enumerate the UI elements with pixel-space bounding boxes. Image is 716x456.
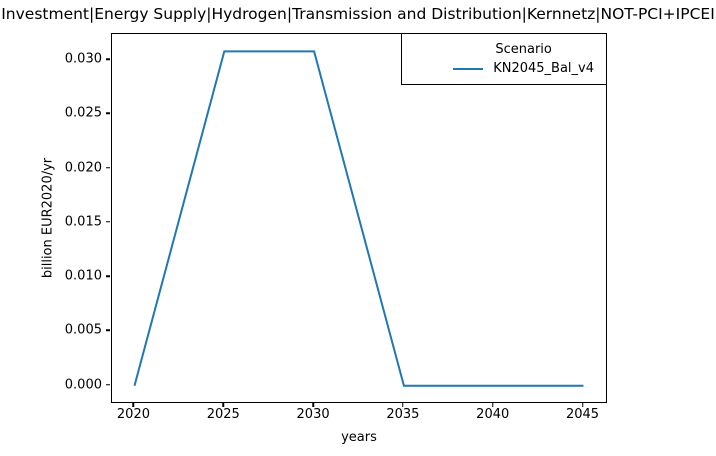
x-tick-mark bbox=[222, 403, 225, 407]
y-tick-label: 0.015 bbox=[64, 214, 102, 230]
y-tick-label: 0.020 bbox=[64, 160, 102, 176]
x-tick-mark bbox=[491, 403, 494, 407]
x-tick-mark bbox=[312, 403, 314, 407]
legend-line-swatch bbox=[453, 67, 484, 70]
legend-entry: KN2045_Bal_v4 bbox=[453, 61, 594, 76]
legend: Scenario KN2045_Bal_v4 bbox=[401, 33, 607, 85]
plot-canvas bbox=[133, 50, 584, 387]
x-tick-label: 2030 bbox=[296, 407, 330, 422]
y-tick-mark bbox=[106, 112, 110, 115]
plot-area bbox=[111, 33, 607, 403]
x-axis-label: years bbox=[341, 430, 377, 445]
x-tick-label: 2045 bbox=[565, 407, 600, 422]
series-line bbox=[133, 50, 584, 387]
legend-title: Scenario bbox=[495, 42, 552, 57]
x-tick-mark bbox=[132, 403, 135, 407]
y-tick-label: 0.000 bbox=[64, 377, 102, 393]
x-tick-mark bbox=[402, 403, 404, 407]
legend-content: Scenario KN2045_Bal_v4 bbox=[453, 42, 594, 76]
x-tick-label: 2020 bbox=[116, 407, 150, 422]
y-tick-mark bbox=[106, 383, 110, 386]
x-tick-label: 2040 bbox=[476, 407, 510, 422]
x-tick-label: 2025 bbox=[206, 407, 240, 422]
chart-title: Investment|Energy Supply|Hydrogen|Transm… bbox=[1, 5, 715, 23]
x-tick-mark bbox=[581, 403, 584, 407]
x-tick-label: 2035 bbox=[386, 407, 420, 422]
y-tick-label: 0.010 bbox=[64, 268, 102, 284]
y-tick-label: 0.025 bbox=[64, 105, 102, 121]
y-tick-mark bbox=[106, 58, 110, 60]
y-tick-mark bbox=[106, 221, 110, 223]
y-tick-label: 0.005 bbox=[64, 322, 102, 338]
y-tick-mark bbox=[106, 329, 110, 332]
y-tick-mark bbox=[106, 275, 110, 277]
y-tick-mark bbox=[106, 166, 110, 169]
legend-entry-label: KN2045_Bal_v4 bbox=[493, 61, 594, 76]
y-axis-label: billion EUR2020/yr bbox=[40, 157, 56, 279]
y-tick-label: 0.030 bbox=[64, 51, 102, 67]
